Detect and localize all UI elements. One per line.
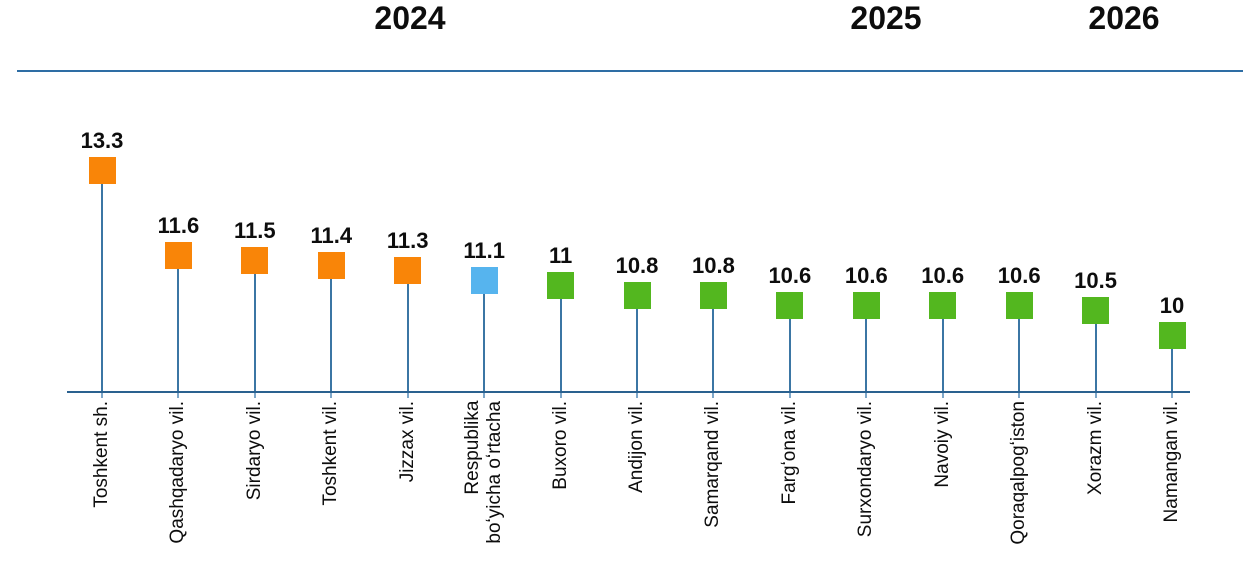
category-label: Toshkent vil. [320, 401, 342, 506]
axis-tick [330, 393, 333, 398]
value-label: 11.6 [157, 212, 200, 238]
axis-tick [865, 393, 868, 398]
category-label-wrap: Sirdaryo vil. [244, 401, 266, 500]
value-label: 10.6 [844, 262, 888, 288]
category-label: Buxoro vil. [549, 401, 571, 490]
axis-tick [101, 393, 103, 398]
value-label: 10.8 [615, 252, 659, 278]
axis-tick [1094, 393, 1097, 398]
value-label: 10 [1159, 292, 1185, 318]
header-divider [17, 70, 1243, 72]
category-label: Surxondaryo vil. [855, 401, 877, 538]
lollipop-stem [941, 305, 944, 391]
axis-tick [1171, 393, 1174, 398]
value-label: 10.6 [768, 262, 812, 288]
category-label-wrap: Buxoro vil. [550, 401, 572, 490]
category-label: Andijon vil. [626, 401, 647, 493]
category-label-wrap: Toshkent sh. [91, 401, 113, 508]
marker-square [1005, 291, 1033, 319]
category-label-wrap: Samarqand vil. [702, 401, 724, 528]
value-label: 10.5 [1074, 267, 1117, 293]
lollipop-stem [177, 255, 180, 391]
category-label-wrap: Respublika boʻyicha oʻrtacha [462, 401, 506, 544]
category-label: Qashqadaryo vil. [167, 401, 189, 544]
lollipop-stem [712, 295, 715, 391]
marker-square [470, 266, 498, 294]
category-label: Navoiy vil. [931, 401, 953, 488]
marker-square [164, 241, 192, 269]
lollipop-stem [330, 265, 333, 391]
value-label: 11.5 [234, 217, 276, 243]
value-label: 10.8 [692, 252, 735, 278]
marker-square [241, 246, 269, 274]
lollipop-stem [865, 305, 868, 391]
axis-tick [788, 393, 791, 398]
lollipop-stem [1171, 335, 1174, 391]
x-axis-line [67, 391, 1190, 393]
category-label: Jizzax vil. [396, 401, 418, 483]
category-label: Respublika boʻyicha oʻrtacha [462, 401, 506, 544]
category-label: Xorazm vil. [1084, 401, 1106, 495]
lollipop-stem [406, 270, 409, 391]
axis-tick [177, 393, 180, 398]
lollipop-stem [1018, 305, 1021, 391]
lollipop-stem [636, 295, 638, 391]
year-header-2025: 2025 [850, 0, 922, 36]
category-label-wrap: Jizzax vil. [397, 401, 419, 482]
value-label: 11.3 [386, 227, 429, 253]
axis-tick [941, 393, 944, 398]
axis-tick [1018, 393, 1021, 398]
marker-square [1082, 296, 1110, 324]
marker-square [394, 256, 422, 284]
lollipop-stem [483, 280, 486, 391]
marker-square [547, 271, 575, 299]
category-label-wrap: Andijon vil. [626, 401, 648, 493]
lollipop-stem [253, 260, 256, 391]
category-label-wrap: Namangan vil. [1161, 401, 1183, 522]
value-label: 11.1 [463, 237, 505, 263]
category-label: Fargʻona vil. [778, 401, 800, 505]
category-label-wrap: Xorazm vil. [1085, 401, 1107, 495]
axis-tick [483, 393, 486, 398]
axis-tick [636, 393, 638, 398]
value-label: 13.3 [80, 127, 124, 153]
lollipop-stem [1094, 310, 1097, 391]
value-label: 10.6 [997, 262, 1041, 288]
lollipop-stem [559, 285, 562, 391]
category-label: Toshkent sh. [91, 401, 112, 508]
category-label-wrap: Navoiy vil. [932, 401, 954, 488]
axis-tick [253, 393, 256, 398]
marker-square [776, 291, 804, 319]
category-label-wrap: Fargʻona vil. [779, 401, 801, 505]
marker-square [852, 291, 880, 319]
marker-square [1158, 321, 1186, 349]
marker-square [317, 251, 345, 279]
year-header-2024: 2024 [374, 0, 446, 36]
marker-square [88, 156, 116, 184]
category-label-wrap: Qashqadaryo vil. [167, 401, 189, 544]
axis-tick [712, 393, 715, 398]
value-label: 11.4 [310, 222, 353, 248]
category-label-wrap: Toshkent vil. [320, 401, 342, 506]
marker-square [699, 281, 727, 309]
category-label: Namangan vil. [1161, 401, 1183, 523]
category-label: Samarqand vil. [702, 401, 724, 528]
category-label-wrap: Surxondaryo vil. [855, 401, 877, 537]
lollipop-stem [788, 305, 791, 391]
category-label-wrap: Qoraqalpogʻiston [1008, 401, 1030, 545]
marker-square [929, 291, 957, 319]
value-label: 11 [548, 242, 573, 268]
lollipop-stem [101, 170, 103, 391]
marker-square [623, 281, 651, 309]
value-label: 10.6 [921, 262, 965, 288]
category-label: Sirdaryo vil. [243, 401, 265, 501]
axis-tick [406, 393, 409, 398]
axis-tick [559, 393, 562, 398]
year-header-2026: 2026 [1088, 0, 1160, 36]
category-label: Qoraqalpogʻiston [1008, 401, 1030, 545]
